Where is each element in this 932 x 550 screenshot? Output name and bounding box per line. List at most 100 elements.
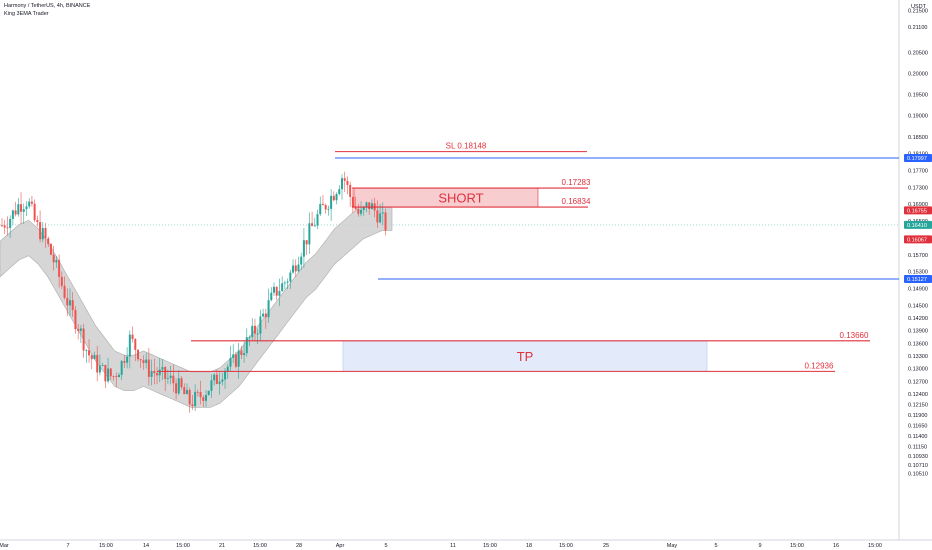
- candle-body: [259, 316, 262, 334]
- candle-body: [145, 359, 148, 364]
- short-zone-label: SHORT: [438, 191, 483, 206]
- candle-body: [112, 376, 115, 378]
- candle-body: [253, 325, 256, 334]
- time-tick: 5: [384, 543, 387, 549]
- level-label: 0.16834: [562, 197, 591, 206]
- price-badge: [904, 235, 932, 244]
- candle-body: [69, 300, 71, 306]
- time-tick: 28: [296, 543, 302, 549]
- candle-body: [226, 366, 229, 371]
- candle-body: [150, 371, 153, 377]
- candle-body: [104, 365, 107, 382]
- price-tick: 0.14900: [908, 287, 928, 293]
- time-axis[interactable]: Mar 7 15:00 14 15:00 21 15:00 28 Apr 5 11 15:00 18 15…: [0, 543, 882, 549]
- price-tick: 0.19000: [908, 114, 928, 120]
- candle-body: [156, 373, 159, 376]
- tp-zone-box: [342, 340, 708, 372]
- time-tick: 15:00: [176, 543, 190, 549]
- candle-body: [169, 375, 172, 379]
- time-tick: 15:00: [559, 543, 573, 549]
- candle-body: [9, 218, 12, 228]
- price-tick: 0.14500: [908, 303, 928, 309]
- candle-body: [41, 227, 44, 240]
- candle-body: [79, 328, 82, 331]
- candle-body: [185, 389, 188, 395]
- candle-body: [82, 328, 85, 351]
- candle-body: [357, 209, 360, 214]
- candle-body: [360, 209, 363, 214]
- candle-body: [126, 356, 129, 363]
- candle-body: [58, 260, 61, 277]
- candle-body: [384, 212, 387, 231]
- candle-body: [183, 387, 186, 395]
- price-tick: 0.13000: [908, 367, 928, 373]
- time-tick: 25: [603, 543, 609, 549]
- price-axis-currency: USDT: [911, 4, 927, 10]
- candle-body: [294, 265, 297, 272]
- candle-body: [172, 375, 175, 384]
- candle-body: [180, 378, 183, 388]
- candle-body: [332, 195, 335, 201]
- candle-body: [362, 206, 365, 210]
- candle-body: [109, 368, 112, 377]
- candle-body: [351, 196, 354, 208]
- candle-body: [39, 222, 42, 240]
- candles: [1, 171, 387, 413]
- candle-body: [215, 374, 218, 384]
- candle-body: [245, 337, 248, 354]
- candle-body: [281, 283, 284, 292]
- candle-body: [381, 212, 384, 214]
- price-tick: 0.11400: [908, 434, 927, 440]
- candle-body: [175, 383, 178, 394]
- candle-body: [33, 203, 36, 221]
- price-tick: 0.21100: [908, 25, 927, 31]
- candle-body: [275, 286, 278, 296]
- candle-body: [6, 227, 9, 229]
- candle-body: [202, 397, 205, 401]
- candle-body: [134, 339, 137, 350]
- candle-body: [14, 210, 17, 215]
- price-tick: 0.20500: [908, 50, 928, 56]
- level-label: 0.17283: [562, 178, 591, 187]
- candle-body: [52, 254, 55, 263]
- candle-body: [49, 244, 52, 255]
- candle-body: [44, 227, 47, 239]
- candle-body: [237, 350, 240, 367]
- candle-body: [120, 361, 123, 375]
- candle-body: [370, 203, 373, 210]
- candle-body: [36, 220, 39, 223]
- candle-body: [207, 390, 210, 396]
- price-badge: [904, 275, 932, 283]
- candle-body: [3, 225, 6, 228]
- candle-body: [137, 349, 139, 360]
- candle-body: [47, 238, 50, 245]
- level-label: 0.12936: [805, 361, 834, 370]
- candle-body: [98, 365, 101, 373]
- candle-body: [60, 276, 63, 286]
- level-lines[interactable]: SL 0.18148 0.17283 0.16834 0.13660 0.12936: [157, 142, 899, 372]
- price-tick: 0.15300: [908, 270, 928, 276]
- price-badge: [904, 206, 932, 215]
- price-tick: 0.10930: [908, 454, 928, 460]
- candle-body: [77, 329, 80, 331]
- level-label: 0.13660: [840, 331, 869, 340]
- candle-body: [30, 201, 33, 204]
- candle-body: [107, 368, 110, 382]
- candle-body: [161, 367, 164, 370]
- candle-body: [22, 209, 25, 212]
- time-tick: 5: [714, 543, 717, 549]
- candle-body: [158, 369, 161, 376]
- candle-body: [96, 355, 99, 373]
- candle-body: [267, 300, 270, 318]
- price-badge-label: 0.16067: [907, 237, 927, 243]
- candle-body: [240, 350, 243, 355]
- time-tick: 9: [758, 543, 761, 549]
- candle-body: [166, 378, 169, 379]
- candle-body: [205, 395, 207, 401]
- price-tick: 0.15700: [908, 253, 928, 259]
- time-tick: 21: [219, 543, 225, 549]
- candle-body: [218, 381, 221, 384]
- candle-body: [147, 359, 150, 377]
